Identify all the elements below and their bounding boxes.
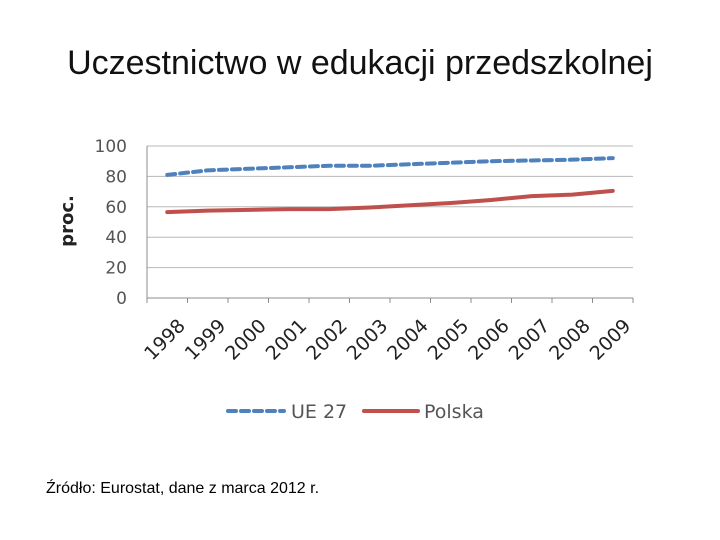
legend-label-1: Polska bbox=[424, 401, 484, 423]
x-tick-label: 2007 bbox=[505, 315, 555, 365]
slide-title: Uczestnictwo w edukacji przedszkolnej bbox=[67, 44, 653, 82]
series-lines bbox=[165, 156, 615, 215]
y-tick-label: 80 bbox=[105, 167, 127, 187]
y-tick-labels: 0 20 40 60 80 100 bbox=[95, 137, 127, 309]
x-tick-labels: 1998199920002001200220032004200520062007… bbox=[140, 315, 635, 365]
y-tick-label: 100 bbox=[95, 137, 127, 157]
y-tick-label: 20 bbox=[105, 259, 127, 279]
x-tick-label: 2003 bbox=[343, 315, 393, 365]
y-tick-label: 40 bbox=[105, 228, 127, 248]
x-tick-label: 2006 bbox=[464, 315, 514, 365]
axes bbox=[146, 146, 634, 303]
legend-label-0: UE 27 bbox=[291, 401, 347, 423]
x-tick-label: 1999 bbox=[181, 315, 231, 365]
y-tick-label: 60 bbox=[105, 198, 127, 218]
series-line-1 bbox=[165, 188, 615, 215]
x-tick-label: 2009 bbox=[586, 315, 636, 365]
x-tick-label: 2001 bbox=[262, 315, 312, 365]
x-tick-label: 2005 bbox=[424, 315, 474, 365]
legend: UE 27 Polska bbox=[226, 401, 484, 423]
x-tick-label: 2004 bbox=[383, 315, 433, 365]
source-note: Źródło: Eurostat, dane z marca 2012 r. bbox=[46, 480, 320, 497]
x-tick-label: 2000 bbox=[221, 315, 271, 365]
series-line-0 bbox=[165, 156, 615, 177]
x-tick-label: 1998 bbox=[140, 315, 190, 365]
x-tick-label: 2002 bbox=[302, 315, 352, 365]
y-axis-title: proc. bbox=[57, 195, 78, 247]
x-tick-label: 2008 bbox=[545, 315, 595, 365]
y-tick-label: 0 bbox=[116, 289, 127, 309]
